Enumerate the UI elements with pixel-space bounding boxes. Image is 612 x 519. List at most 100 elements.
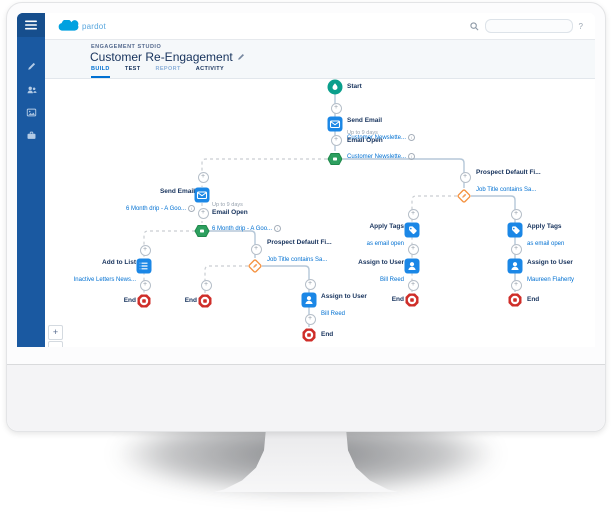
node-label-rule-center: Prospect Default Fi... Job Title contains… bbox=[267, 239, 332, 266]
node-title: End bbox=[184, 297, 197, 304]
add-step-button[interactable]: + bbox=[407, 208, 419, 220]
info-icon[interactable]: i bbox=[274, 225, 282, 233]
node-label-send-email-1: Send Email Customer Newslette... i bbox=[347, 117, 416, 144]
node-subtitle: Job Title contains Sa... bbox=[476, 186, 537, 193]
node-start[interactable] bbox=[327, 79, 343, 95]
node-subtitle: Customer Newslette... bbox=[347, 134, 407, 141]
salesforce-pardot-logo[interactable]: pardot bbox=[57, 20, 106, 32]
help-button[interactable]: ? bbox=[578, 21, 583, 31]
users-icon[interactable] bbox=[17, 78, 45, 101]
add-step-button[interactable]: + bbox=[304, 313, 316, 325]
tab-test[interactable]: TEST bbox=[124, 66, 141, 72]
node-end-1[interactable] bbox=[136, 293, 152, 309]
add-step-button[interactable]: + bbox=[330, 102, 342, 114]
node-title: Prospect Default Fi... bbox=[267, 239, 332, 246]
info-icon[interactable]: i bbox=[408, 153, 416, 161]
add-step-button[interactable]: + bbox=[200, 279, 212, 291]
node-subtitle: Job Title contains Sa... bbox=[267, 256, 328, 263]
add-step-button[interactable]: + bbox=[407, 279, 419, 291]
node-title: Email Open bbox=[212, 208, 248, 216]
briefcase-icon[interactable] bbox=[17, 124, 45, 147]
node-rule-center[interactable] bbox=[247, 258, 263, 274]
add-step-button[interactable]: + bbox=[510, 243, 522, 255]
node-subtitle: Maureen Flaherty bbox=[527, 276, 575, 283]
edit-title-icon[interactable] bbox=[237, 53, 245, 61]
node-end-2[interactable] bbox=[197, 293, 213, 309]
node-title: Send Email bbox=[347, 117, 383, 124]
add-step-button[interactable]: + bbox=[510, 208, 522, 220]
page-header: ENGAGEMENT STUDIO Customer Re-Engagement… bbox=[45, 40, 595, 79]
node-email-open-1[interactable] bbox=[327, 151, 343, 167]
node-label-start: Start bbox=[347, 83, 362, 91]
node-rule-right[interactable] bbox=[456, 188, 472, 204]
node-label-end-1: End bbox=[64, 297, 136, 305]
node-label-end-3: End bbox=[321, 331, 333, 339]
node-subtitle: 6 Month drip - A Goo... bbox=[212, 226, 273, 233]
info-icon[interactable]: i bbox=[408, 133, 416, 141]
node-subtitle: Bill Reed bbox=[321, 310, 346, 317]
node-label-assign-user-left: Assign to User Bill Reed bbox=[332, 259, 404, 286]
node-label-end-5: End bbox=[527, 296, 539, 304]
node-apply-tags-right[interactable] bbox=[507, 222, 523, 238]
left-nav bbox=[17, 13, 45, 347]
node-assign-user-center[interactable] bbox=[301, 292, 317, 308]
node-email-open-2[interactable] bbox=[194, 223, 210, 239]
breadcrumb: ENGAGEMENT STUDIO bbox=[91, 44, 162, 50]
search-icon[interactable] bbox=[469, 21, 479, 31]
node-assign-user-left[interactable] bbox=[404, 258, 420, 274]
canvas-zoom-controls: + ↔ bbox=[48, 325, 63, 347]
fit-screen-icon: ↔ bbox=[48, 342, 62, 347]
tab-build[interactable]: BUILD bbox=[91, 66, 110, 78]
info-icon[interactable]: i bbox=[188, 204, 195, 212]
search-input[interactable] bbox=[484, 19, 573, 33]
pencil-icon[interactable] bbox=[17, 55, 45, 78]
node-label-end-4: End bbox=[332, 296, 404, 304]
add-step-button[interactable]: + bbox=[407, 243, 419, 255]
add-step-button[interactable]: + bbox=[250, 243, 262, 255]
tab-report[interactable]: REPORT bbox=[155, 66, 181, 72]
add-step-button[interactable]: + bbox=[139, 279, 151, 291]
add-step-button[interactable]: + bbox=[139, 244, 151, 256]
node-title: End bbox=[527, 296, 540, 303]
add-step-button[interactable]: + bbox=[459, 171, 471, 183]
node-end-4[interactable] bbox=[404, 292, 420, 308]
node-end-3[interactable] bbox=[301, 327, 317, 343]
flow-canvas: + ↔ + + + + + + + + + + + + + + + + + Start Send Email Cust… bbox=[45, 79, 595, 347]
node-label-assign-user-center: Assign to User Bill Reed bbox=[321, 293, 367, 320]
node-label-end-2: End bbox=[125, 297, 197, 305]
node-label-assign-user-right: Assign to User Maureen Flaherty bbox=[527, 259, 574, 286]
tab-activity[interactable]: ACTIVITY bbox=[195, 66, 225, 72]
add-step-button[interactable]: + bbox=[330, 134, 342, 146]
add-step-button[interactable]: + bbox=[197, 171, 209, 183]
image-icon[interactable] bbox=[17, 101, 45, 124]
node-subtitle: Inactive Letters News... bbox=[73, 276, 136, 283]
node-label-send-email-2: Send Email 6 Month drip - A Goo... i bbox=[123, 188, 195, 215]
node-subtitle: as email open bbox=[527, 240, 565, 247]
fit-screen-button[interactable]: ↔ bbox=[48, 341, 63, 347]
add-step-button[interactable]: + bbox=[197, 207, 209, 219]
add-step-button[interactable]: + bbox=[510, 279, 522, 291]
add-step-button[interactable]: + bbox=[304, 278, 316, 290]
node-title: Assign to User bbox=[321, 293, 367, 300]
node-send-email-2[interactable] bbox=[194, 187, 210, 203]
top-bar: pardot ? bbox=[45, 13, 595, 40]
menu-icon[interactable] bbox=[17, 13, 45, 37]
node-title: Assign to User bbox=[527, 259, 573, 266]
logo-product-name: pardot bbox=[82, 21, 106, 31]
node-title: Send Email bbox=[159, 188, 195, 195]
node-title: Add to List bbox=[102, 259, 136, 266]
node-add-to-list[interactable] bbox=[136, 258, 152, 274]
zoom-in-button[interactable]: + bbox=[48, 325, 63, 340]
node-label-email-open-1: Up to 9 days Email Open Customer Newslette… bbox=[347, 130, 416, 164]
node-send-email-1[interactable] bbox=[327, 116, 343, 132]
monitor-bezel: pardot ? ENGAGEMENT STUDIO Customer Re-E… bbox=[6, 2, 606, 432]
node-assign-user-right[interactable] bbox=[507, 258, 523, 274]
node-title: Apply Tags bbox=[527, 223, 562, 230]
node-label-email-open-2: Up to 9 days Email Open 6 Month drip - A G… bbox=[212, 202, 282, 236]
node-title: End bbox=[123, 297, 136, 304]
node-title: Email Open bbox=[347, 136, 383, 144]
node-subtitle: Bill Reed bbox=[379, 276, 404, 283]
node-end-5[interactable] bbox=[507, 292, 523, 308]
node-apply-tags-left[interactable] bbox=[404, 222, 420, 238]
